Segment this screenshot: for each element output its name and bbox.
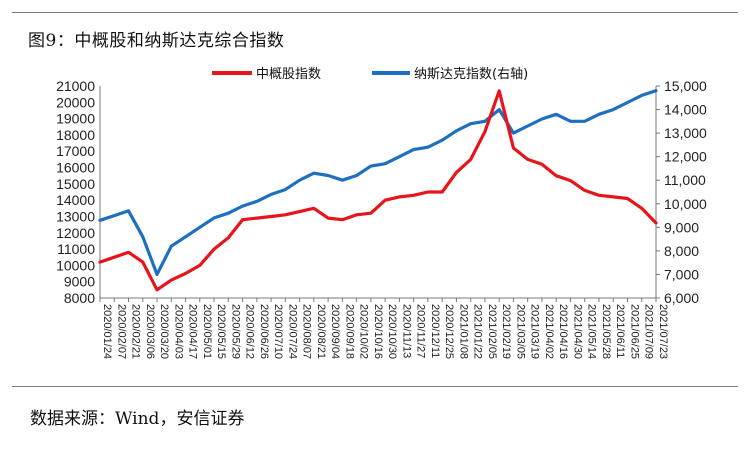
x-tick-label: 2021/01/22 xyxy=(472,304,484,359)
x-tick-label: 2020/03/20 xyxy=(158,304,170,359)
plot-area xyxy=(99,86,657,299)
right-tick-label: 12,000 xyxy=(664,149,707,165)
x-tick-label: 2021/04/30 xyxy=(571,304,583,359)
x-tick-label: 2020/05/29 xyxy=(229,304,241,359)
left-tick-label: 20000 xyxy=(56,94,95,110)
right-tick-label: 11,000 xyxy=(664,172,706,188)
left-tick-label: 19000 xyxy=(56,111,95,127)
x-tick-label: 2021/07/09 xyxy=(643,304,655,359)
top-rule xyxy=(12,12,738,13)
right-tick-label: 9,000 xyxy=(664,219,699,235)
x-tick-label: 2020/06/26 xyxy=(258,304,270,359)
x-tick-label: 2021/06/25 xyxy=(628,304,640,359)
x-tick-label: 2021/01/08 xyxy=(457,304,469,359)
x-tick-label: 2020/12/25 xyxy=(443,304,455,359)
bottom-rule xyxy=(12,386,738,387)
x-tick-label: 2021/04/16 xyxy=(557,304,569,359)
x-tick-label: 2021/02/19 xyxy=(500,304,512,359)
source-note: 数据来源：Wind，安信证券 xyxy=(30,409,245,429)
x-tick-label: 2021/05/28 xyxy=(600,304,612,359)
left-tick-label: 12000 xyxy=(56,225,95,241)
right-tick-label: 8,000 xyxy=(664,243,699,259)
left-tick-label: 21000 xyxy=(56,78,95,94)
nasdaq-line xyxy=(98,89,658,276)
legend-label-china: 中概股指数 xyxy=(256,67,321,82)
left-tick-label: 8000 xyxy=(64,290,95,306)
x-tick-label: 2020/04/17 xyxy=(187,304,199,359)
x-tick-label: 2021/06/11 xyxy=(614,304,626,358)
left-tick-label: 14000 xyxy=(56,192,95,208)
x-tick-label: 2020/03/06 xyxy=(144,304,156,359)
left-tick-label: 18000 xyxy=(56,127,95,143)
x-tick-label: 2020/08/07 xyxy=(301,304,313,359)
x-tick-label: 2020/04/03 xyxy=(172,304,184,359)
x-tick-label: 2020/10/02 xyxy=(358,304,370,359)
left-tick-label: 13000 xyxy=(56,208,95,224)
left-tick-label: 15000 xyxy=(56,176,95,192)
x-tick-label: 2020/08/21 xyxy=(315,304,327,359)
x-tick-label: 2020/07/24 xyxy=(286,304,298,359)
x-tick-label: 2021/03/05 xyxy=(514,304,526,359)
x-tick-label: 2021/05/14 xyxy=(586,304,598,359)
x-tick-label: 2020/10/16 xyxy=(372,304,384,359)
x-tick-label: 2021/02/05 xyxy=(486,304,498,359)
right-tick-label: 6,000 xyxy=(664,290,699,306)
x-tick-label: 2020/12/11 xyxy=(429,304,441,358)
legend: 中概股指数 纳斯达克指数(右轴) xyxy=(212,67,528,82)
x-tick-label: 2020/02/21 xyxy=(130,304,142,359)
left-axis-ticks: 8000900010000110001200013000140001500016… xyxy=(56,78,95,306)
chart-svg: 8000900010000110001200013000140001500016… xyxy=(56,67,707,359)
x-tick-label: 2021/04/02 xyxy=(543,304,555,359)
x-tick-label: 2020/09/04 xyxy=(329,304,341,359)
x-tick-label: 2020/11/13 xyxy=(400,304,412,358)
right-tick-label: 10,000 xyxy=(664,196,707,212)
x-tick-label: 2020/11/27 xyxy=(415,304,427,358)
x-tick-label: 2020/02/07 xyxy=(115,304,127,359)
left-tick-label: 16000 xyxy=(56,160,95,176)
right-tick-label: 15,000 xyxy=(664,78,707,94)
series-lines xyxy=(98,89,658,292)
legend-label-nasdaq: 纳斯达克指数(右轴) xyxy=(414,67,528,82)
x-tick-label: 2020/06/12 xyxy=(244,304,256,359)
x-tick-label: 2020/05/15 xyxy=(215,304,227,359)
china-concept-line xyxy=(98,89,658,292)
right-tick-label: 13,000 xyxy=(664,125,707,141)
right-tick-label: 7,000 xyxy=(664,266,699,282)
x-tick-label: 2020/07/10 xyxy=(272,304,284,359)
x-tick-label: 2020/01/24 xyxy=(101,304,113,359)
x-tick-label: 2021/07/23 xyxy=(657,304,669,359)
left-tick-label: 9000 xyxy=(64,274,95,290)
figure-title: 图9：中概股和纳斯达克综合指数 xyxy=(28,31,285,51)
right-axis-ticks: 6,000 7,000 8,000 9,000 10,000 11,000 12,000 13… xyxy=(656,78,707,306)
right-tick-label: 14,000 xyxy=(664,102,707,118)
left-tick-label: 11000 xyxy=(57,241,95,257)
x-tick-label: 2020/10/30 xyxy=(386,304,398,359)
left-tick-label: 17000 xyxy=(56,143,95,159)
x-axis-ticks: 2020/01/24 2020/02/07 2020/02/21 2020/03/06… xyxy=(99,298,669,359)
x-tick-label: 2020/05/01 xyxy=(201,304,213,359)
x-tick-label: 2021/03/19 xyxy=(529,304,541,359)
left-tick-label: 10000 xyxy=(56,257,95,273)
x-tick-label: 2020/09/18 xyxy=(343,304,355,359)
